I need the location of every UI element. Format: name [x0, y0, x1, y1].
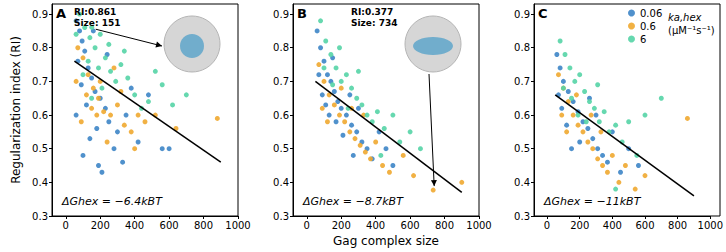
svg-text:0: 0 [544, 220, 550, 231]
svg-text:RI:0.377: RI:0.377 [351, 7, 393, 17]
svg-text:0.6: 0.6 [640, 21, 656, 32]
svg-text:1000: 1000 [466, 220, 491, 231]
svg-text:0.3: 0.3 [273, 211, 289, 222]
svg-text:A: A [56, 6, 66, 21]
svg-text:0.4: 0.4 [32, 177, 48, 188]
svg-text:6: 6 [640, 34, 646, 45]
svg-text:600: 600 [635, 220, 654, 231]
svg-text:400: 400 [603, 220, 622, 231]
svg-text:800: 800 [668, 220, 687, 231]
svg-text:0.7: 0.7 [514, 76, 530, 87]
svg-text:ka,hex: ka,hex [668, 12, 702, 23]
svg-text:0.9: 0.9 [273, 9, 289, 20]
svg-text:Regularization index (RI): Regularization index (RI) [9, 36, 23, 184]
svg-text:0.7: 0.7 [273, 76, 289, 87]
svg-text:200: 200 [332, 220, 351, 231]
svg-text:0.3: 0.3 [514, 211, 530, 222]
svg-text:0.5: 0.5 [273, 143, 289, 154]
svg-text:0.4: 0.4 [514, 177, 530, 188]
svg-text:0.9: 0.9 [32, 9, 48, 20]
svg-text:800: 800 [194, 220, 213, 231]
svg-text:0: 0 [63, 220, 69, 231]
svg-text:Gag complex size: Gag complex size [333, 234, 439, 248]
svg-text:0.8: 0.8 [32, 42, 48, 53]
svg-text:800: 800 [435, 220, 454, 231]
svg-text:1000: 1000 [225, 220, 250, 231]
svg-text:RI:0.861: RI:0.861 [74, 7, 116, 17]
svg-text:0: 0 [304, 220, 310, 231]
svg-text:B: B [297, 6, 307, 21]
svg-text:0.3: 0.3 [32, 211, 48, 222]
svg-text:(μM⁻¹s⁻¹): (μM⁻¹s⁻¹) [668, 25, 715, 36]
svg-text:600: 600 [401, 220, 420, 231]
svg-text:0.5: 0.5 [32, 143, 48, 154]
svg-text:Size: 734: Size: 734 [351, 18, 397, 28]
svg-text:200: 200 [570, 220, 589, 231]
svg-text:400: 400 [125, 220, 144, 231]
svg-text:C: C [538, 6, 548, 21]
svg-text:400: 400 [366, 220, 385, 231]
svg-text:600: 600 [160, 220, 179, 231]
svg-text:0.5: 0.5 [514, 143, 530, 154]
svg-text:0.4: 0.4 [273, 177, 289, 188]
svg-text:0.6: 0.6 [32, 110, 48, 121]
svg-text:ΔGhex = −11kBT: ΔGhex = −11kBT [543, 195, 642, 208]
svg-text:ΔGhex = −8.7kBT: ΔGhex = −8.7kBT [302, 195, 404, 208]
svg-text:0.06: 0.06 [640, 8, 662, 19]
svg-text:ΔGhex = −6.4kBT: ΔGhex = −6.4kBT [61, 195, 163, 208]
svg-text:0.6: 0.6 [514, 110, 530, 121]
svg-text:0.8: 0.8 [273, 42, 289, 53]
svg-text:1000: 1000 [698, 220, 723, 231]
svg-text:Size: 151: Size: 151 [74, 18, 120, 28]
svg-text:0.6: 0.6 [273, 110, 289, 121]
svg-text:200: 200 [91, 220, 110, 231]
svg-text:0.7: 0.7 [32, 76, 48, 87]
svg-text:0.9: 0.9 [514, 9, 530, 20]
svg-text:0.8: 0.8 [514, 42, 530, 53]
